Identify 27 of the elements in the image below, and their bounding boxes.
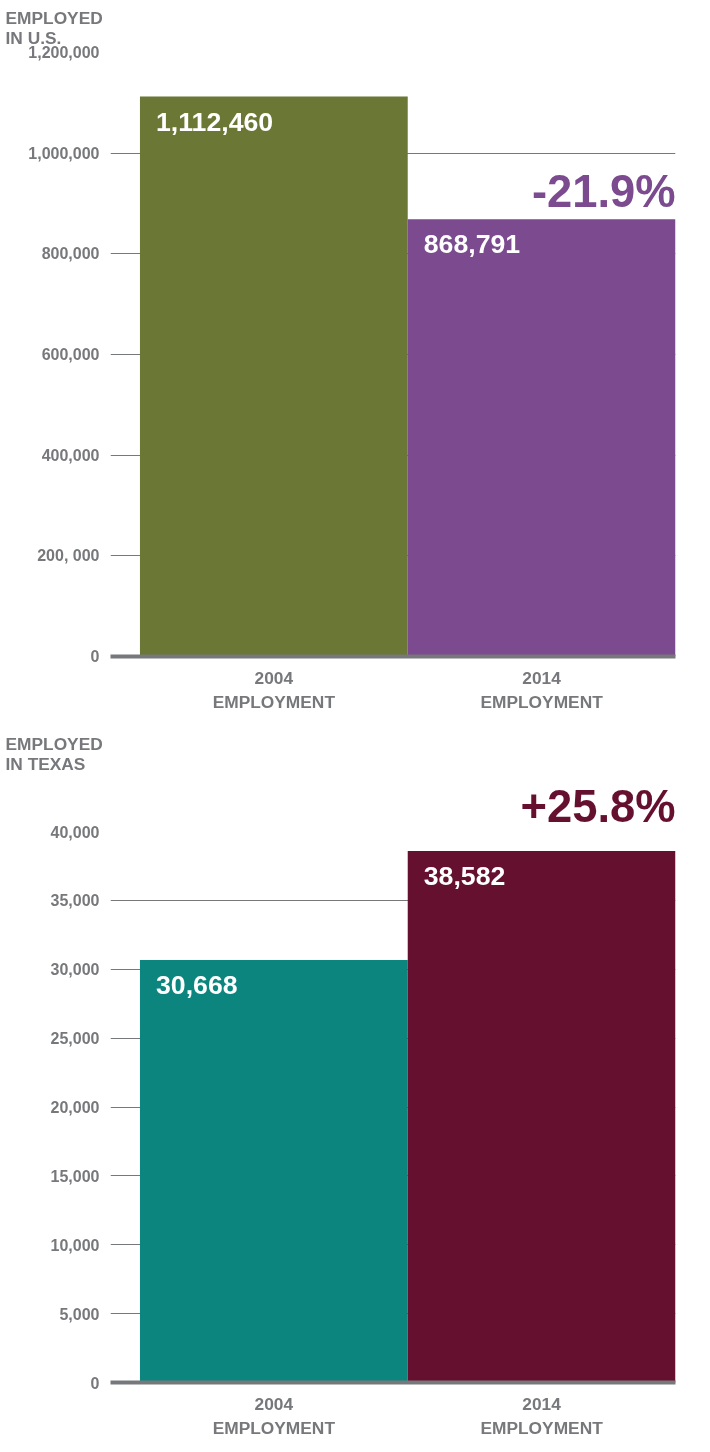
text: +25.8% (520, 780, 676, 832)
y-tick-label: 200, 000 (37, 547, 100, 565)
y-tick-label: 1,000,000 (28, 144, 100, 162)
annotation: -21.9% (531, 166, 676, 218)
data-label: 1,112,460 (156, 106, 274, 137)
x-tick-label: 2014 EMPLOYMENT (480, 667, 604, 712)
y-tick-label: 0 (90, 648, 100, 665)
y-tick-label: 5,000 (59, 1305, 100, 1323)
data-label: 30,668 (156, 970, 238, 1001)
y-tick-label: 1,200,000 (28, 44, 100, 61)
y-tick-label: 10,000 (50, 1236, 100, 1254)
x-tick-label: 2014 EMPLOYMENT (480, 1393, 604, 1438)
y-tick-label: 25,000 (50, 1030, 100, 1048)
data-label: 868,791 (423, 229, 521, 260)
y-tick-label: 35,000 (50, 892, 100, 910)
x-tick-label: 2004 EMPLOYMENT (212, 1393, 336, 1438)
y-axis-title: EMPLOYED IN TEXAS (5, 733, 103, 774)
y-tick-label: 600,000 (41, 346, 100, 363)
y-tick-label: 0 (90, 1374, 100, 1392)
y-tick-label: 20,000 (50, 1099, 100, 1116)
y-tick-label: 15,000 (50, 1167, 100, 1185)
data-label: 38,582 (423, 861, 506, 892)
y-tick-label: 30,000 (50, 961, 100, 979)
y-tick-label: 400,000 (41, 446, 100, 464)
y-tick-label: 40,000 (50, 823, 100, 841)
x-tick-label: 2004 EMPLOYMENT (212, 667, 336, 712)
y-tick-label: 800,000 (41, 245, 100, 263)
